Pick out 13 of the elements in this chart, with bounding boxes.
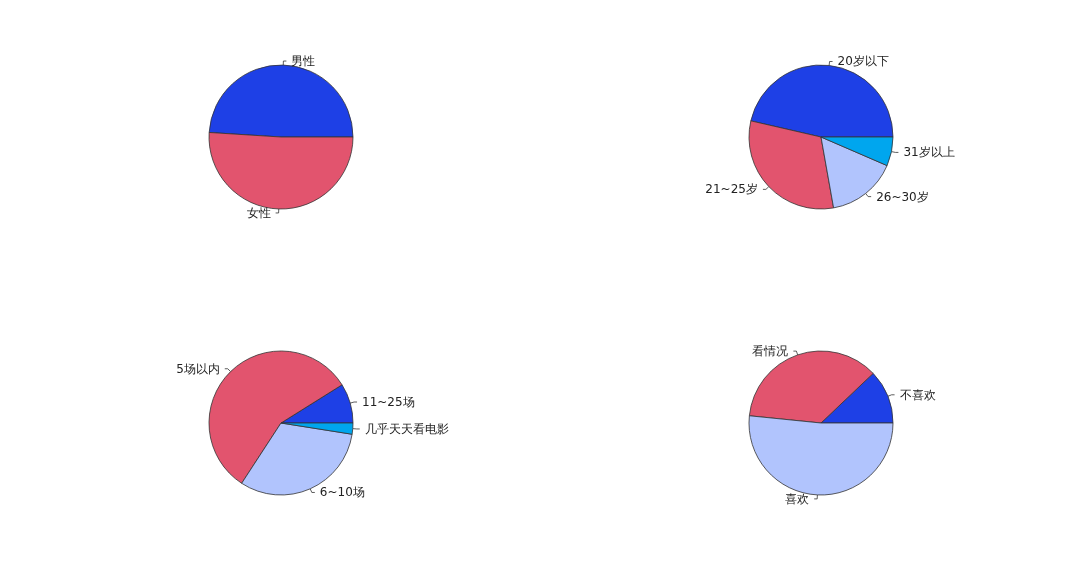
- slice-label: 31岁以上: [903, 145, 955, 160]
- slice-label: 不喜欢: [899, 387, 936, 402]
- slice-label: 看情况: [752, 344, 789, 359]
- slice-label: 6~10场: [319, 485, 365, 500]
- slice-label: 几乎天天看电影: [364, 421, 449, 436]
- slice-label: 男性: [291, 54, 316, 69]
- slice-label: 26~30岁: [876, 189, 929, 204]
- slice-label: 11~25场: [362, 395, 415, 410]
- slice-label: 5场以内: [176, 361, 220, 376]
- slice-label: 20岁以下: [837, 54, 889, 69]
- slice-label: 21~25岁: [705, 182, 758, 197]
- slice-label: 喜欢: [785, 491, 810, 506]
- slice-label: 女性: [246, 205, 271, 220]
